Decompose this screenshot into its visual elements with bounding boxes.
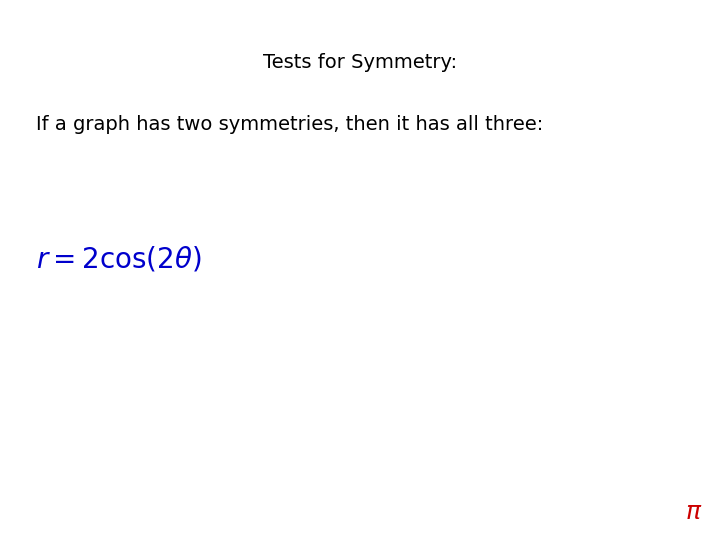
Text: If a graph has two symmetries, then it has all three:: If a graph has two symmetries, then it h… bbox=[36, 114, 544, 134]
Text: Tests for Symmetry:: Tests for Symmetry: bbox=[263, 52, 457, 72]
Text: $r = 2\cos(2\theta)$: $r = 2\cos(2\theta)$ bbox=[36, 245, 202, 274]
Text: $\pi$: $\pi$ bbox=[685, 500, 702, 524]
